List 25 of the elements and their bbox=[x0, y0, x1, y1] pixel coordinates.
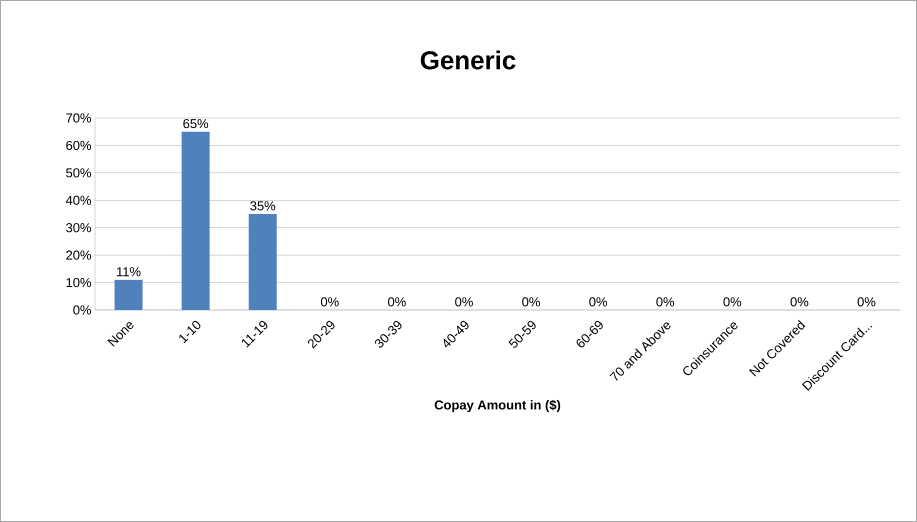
bar bbox=[182, 132, 210, 310]
data-label: 0% bbox=[388, 297, 406, 306]
data-label: 11% bbox=[117, 267, 141, 276]
data-label: 0% bbox=[589, 297, 608, 306]
bar bbox=[248, 214, 277, 310]
data-label: 65% bbox=[183, 119, 208, 128]
y-tick-label: 70% bbox=[66, 113, 92, 123]
data-label: 0% bbox=[320, 297, 339, 306]
chart-title: Generic bbox=[420, 50, 516, 70]
y-tick-label: 30% bbox=[66, 223, 92, 232]
data-label: 0% bbox=[455, 297, 473, 306]
data-label: 0% bbox=[656, 297, 674, 306]
y-tick-label: 60% bbox=[66, 140, 92, 150]
data-label: 0% bbox=[858, 297, 876, 306]
y-tick-label: 10% bbox=[66, 278, 92, 288]
bar bbox=[114, 280, 143, 310]
data-label: 0% bbox=[522, 297, 540, 306]
x-axis-title: Copay Amount in ($) bbox=[434, 400, 560, 412]
y-tick-label: 20% bbox=[66, 250, 92, 260]
y-tick-label: 50% bbox=[66, 168, 92, 178]
data-label: 35% bbox=[250, 201, 276, 210]
data-label: 0% bbox=[790, 297, 808, 306]
data-label: 0% bbox=[723, 297, 742, 306]
y-tick-label: 40% bbox=[66, 196, 92, 205]
y-tick-label: 0% bbox=[73, 305, 92, 315]
